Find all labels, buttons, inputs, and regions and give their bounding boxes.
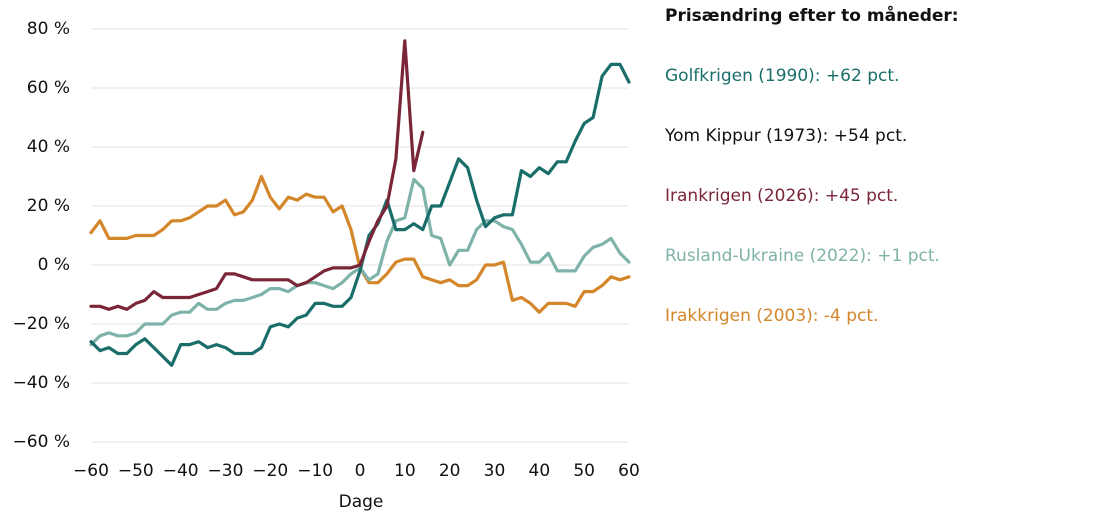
series-line	[89, 174, 631, 314]
x-tick-label: 60	[618, 461, 640, 481]
y-tick-label: 80 %	[27, 19, 70, 39]
y-tick-label: 60 %	[27, 78, 70, 98]
legend-entry: Golfkrigen (1990): +62 pct.	[665, 66, 899, 86]
y-tick-label: 40 %	[27, 137, 70, 157]
y-tick-label: 20 %	[27, 196, 70, 216]
x-tick-label: −40	[163, 461, 199, 481]
y-tick-label: −20 %	[13, 314, 70, 334]
y-tick-label: 0 %	[38, 255, 70, 275]
legend-entry: Irankrigen (2026): +45 pct.	[665, 186, 898, 206]
x-tick-label: 40	[529, 461, 551, 481]
series-line	[89, 62, 631, 367]
series-line	[89, 39, 425, 311]
x-tick-label: 10	[394, 461, 416, 481]
x-tick-label: 0	[355, 461, 366, 481]
x-axis-label: Dage	[339, 492, 384, 512]
y-tick-label: −40 %	[13, 373, 70, 393]
y-tick-label: −60 %	[13, 432, 70, 452]
x-tick-label: −60	[73, 461, 109, 481]
legend-title: Prisændring efter to måneder:	[665, 4, 959, 26]
x-tick-label: −30	[208, 461, 244, 481]
legend-entry: Irakkrigen (2003): -4 pct.	[665, 306, 878, 326]
legend-entry: Yom Kippur (1973): +54 pct.	[664, 126, 907, 146]
legend-entry: Rusland-Ukraine (2022): +1 pct.	[665, 246, 940, 266]
x-tick-label: 20	[439, 461, 461, 481]
x-tick-label: −10	[297, 461, 333, 481]
x-tick-label: 30	[484, 461, 506, 481]
x-tick-label: −20	[252, 461, 288, 481]
x-tick-label: −50	[118, 461, 154, 481]
x-tick-label: 50	[573, 461, 595, 481]
